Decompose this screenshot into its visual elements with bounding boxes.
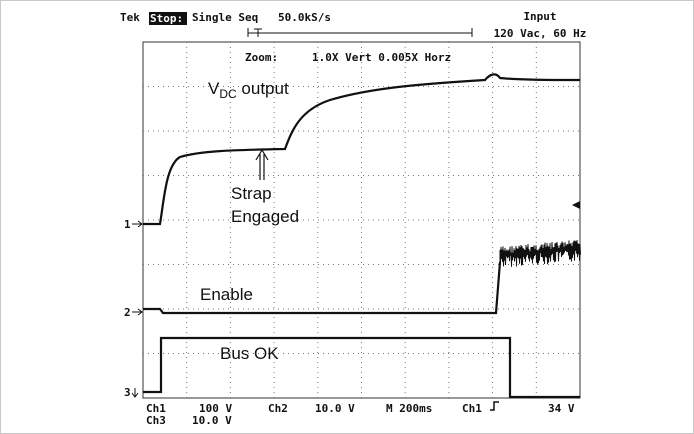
bus-ok-trace [143,336,580,399]
engaged-label: Engaged [231,207,299,226]
vdc-sub: DC [219,87,237,101]
rate: 50.0kS/s [278,11,331,24]
zoom-value: 1.0X Vert 0.005X Horz [312,51,451,64]
footer-time: M 200ms [386,402,432,415]
input-title: Input [523,10,556,23]
ch1-arrow [132,220,143,228]
footer-trig-level: 34 V [548,402,575,415]
zoom-label: Zoom: [245,51,278,64]
footer-ch3: Ch3 [146,414,166,427]
enable-label: Enable [200,285,253,304]
bus-ok-label: Bus OK [220,344,279,363]
ch2-arrow [132,308,143,316]
enable-trace [143,261,502,315]
edge-symbol [490,401,499,411]
status-box [149,12,187,25]
status: Stop: [150,12,183,25]
footer-trig-ch: Ch1 [462,402,482,415]
footer-ch1-scale: 100 V [199,402,232,415]
footer-ch3-scale: 10.0 V [192,414,232,427]
brand: Tek [120,11,140,24]
ch3-marker: 3 [124,386,131,399]
enable-noise [499,240,581,267]
vdc-rest: output [237,79,289,98]
trigger-marker [572,201,580,209]
vdc-trace [143,73,581,226]
strap-label: Strap [231,184,272,203]
footer-ch2-scale: 10.0 V [315,402,355,415]
strap-arrow [255,148,269,180]
graticule [142,41,581,399]
footer-ch1: Ch1 [146,402,166,415]
footer-ch2: Ch2 [268,402,288,415]
ch2-marker: 2 [124,306,131,319]
ch3-arrow [131,388,139,398]
mode: Single Seq [192,11,258,24]
vdc-main: V [208,79,220,98]
vdc-label: VDC output [208,79,289,101]
ch1-marker: 1 [124,218,131,231]
input-value: 120 Vac, 60 Hz [494,27,587,40]
record-bar [247,28,473,37]
